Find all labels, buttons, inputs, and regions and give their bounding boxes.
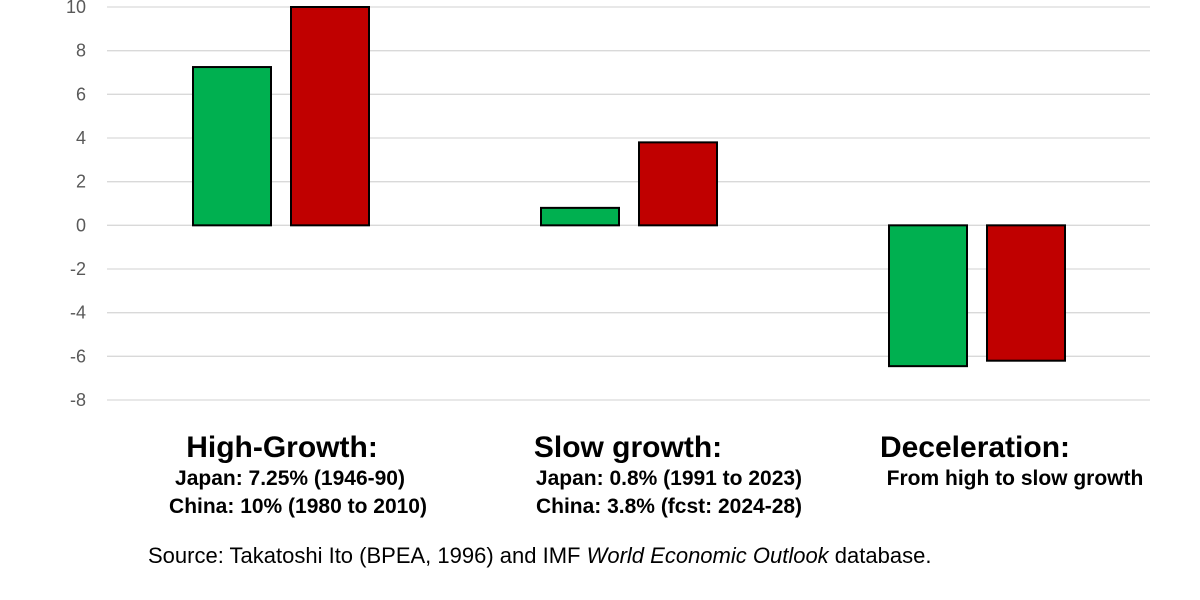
- source-italic: World Economic Outlook: [586, 543, 829, 568]
- group-label-deceleration: Deceleration: From high to slow growth: [880, 431, 1143, 490]
- group-title: High-Growth:: [186, 431, 378, 464]
- bar: [192, 66, 272, 227]
- y-tick-label: 2: [76, 172, 86, 192]
- y-tick-label: -2: [70, 259, 86, 279]
- y-tick-label: 8: [76, 41, 86, 61]
- bar: [638, 141, 718, 227]
- group-line: China: 3.8% (fcst: 2024-28): [536, 495, 802, 518]
- group-label-high-growth: High-Growth: Japan: 7.25% (1946-90) Chin…: [169, 431, 427, 518]
- y-tick-label: -6: [70, 346, 86, 366]
- y-tick-label: -8: [70, 390, 86, 410]
- group-title: Deceleration:: [880, 431, 1070, 464]
- y-tick-label: 4: [76, 128, 86, 148]
- group-title: Slow growth:: [534, 431, 722, 464]
- group-line: Japan: 7.25% (1946-90): [175, 467, 405, 490]
- y-tick-label: 10: [66, 0, 86, 17]
- group-line: China: 10% (1980 to 2010): [169, 495, 427, 518]
- y-axis-ticks: 10 8 6 4 2 0 -2 -4 -6 -8: [66, 0, 86, 410]
- source-note: Source: Takatoshi Ito (BPEA, 1996) and I…: [148, 543, 931, 569]
- gridlines: [107, 6, 1150, 401]
- bar: [888, 224, 968, 368]
- bars: [192, 6, 1066, 368]
- y-tick-label: -4: [70, 303, 86, 323]
- source-prefix: Source: Takatoshi Ito (BPEA, 1996) and I…: [148, 543, 587, 568]
- group-line: From high to slow growth: [887, 467, 1144, 490]
- group-line: Japan: 0.8% (1991 to 2023): [536, 467, 802, 490]
- bar: [540, 206, 620, 227]
- group-label-slow-growth: Slow growth: Japan: 0.8% (1991 to 2023) …: [534, 431, 802, 518]
- bar: [290, 6, 370, 227]
- source-suffix: database.: [828, 543, 932, 568]
- y-tick-label: 6: [76, 84, 86, 104]
- y-tick-label: 0: [76, 215, 86, 235]
- bar: [986, 224, 1066, 362]
